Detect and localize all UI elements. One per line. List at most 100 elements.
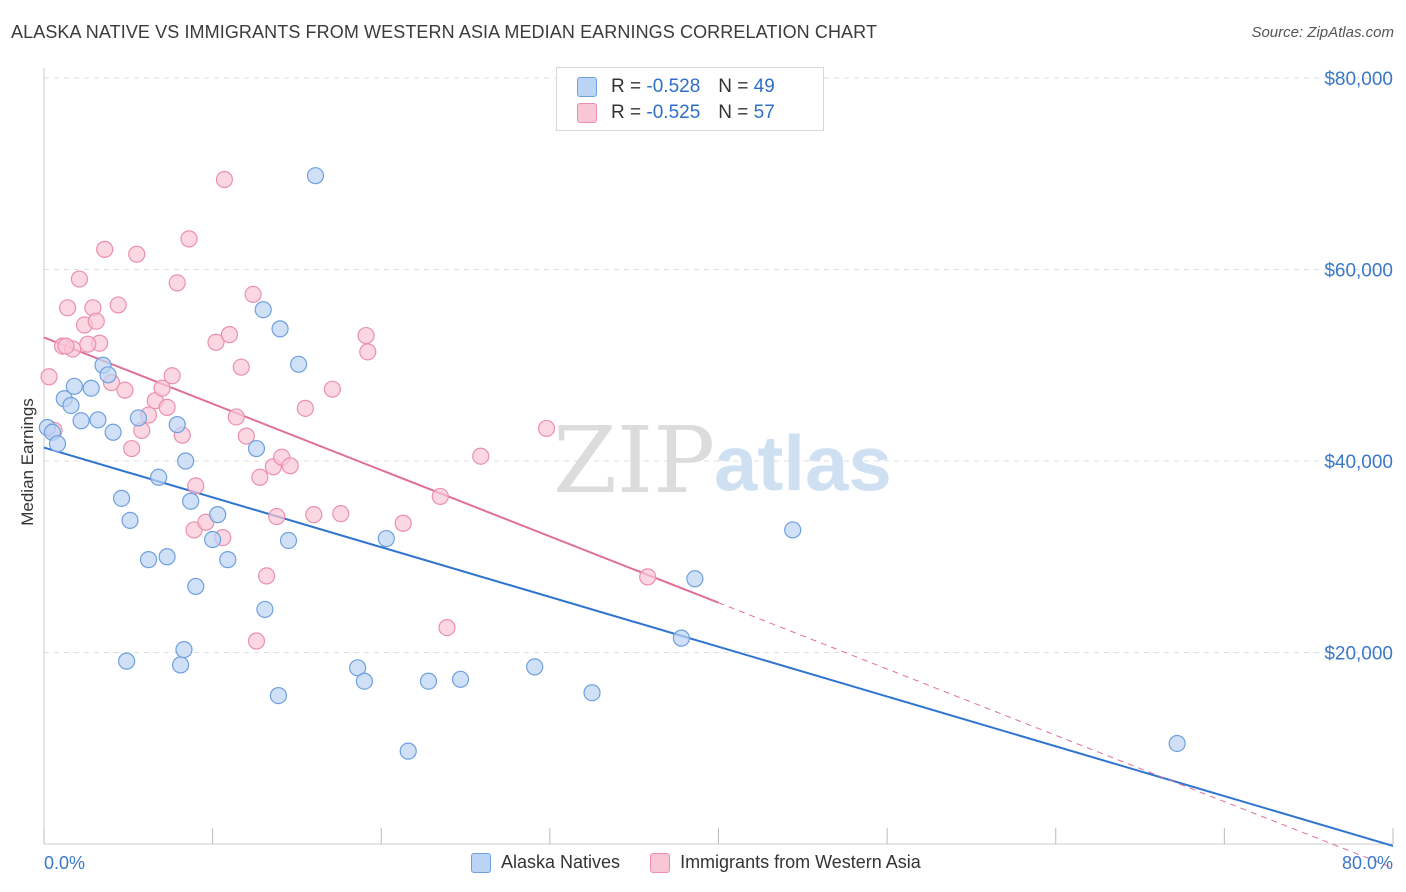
data-point-alaska-natives xyxy=(187,577,205,596)
data-point-alaska-natives xyxy=(271,320,289,338)
data-point-western-asia xyxy=(128,245,146,263)
data-point-alaska-natives xyxy=(112,489,131,507)
data-point-alaska-natives xyxy=(355,672,373,690)
data-point-alaska-natives xyxy=(168,416,186,434)
legend-item-western-asia: Immigrants from Western Asia xyxy=(650,852,921,873)
data-point-western-asia xyxy=(57,337,75,355)
data-point-alaska-natives xyxy=(118,652,136,670)
data-point-alaska-natives xyxy=(377,529,395,548)
data-point-western-asia xyxy=(323,380,341,398)
data-point-alaska-natives xyxy=(177,452,195,470)
data-point-western-asia xyxy=(357,326,375,345)
legend-r-value: -0.528 xyxy=(646,76,701,97)
data-point-western-asia xyxy=(537,419,556,438)
watermark-atlas: atlas xyxy=(714,419,892,507)
data-point-alaska-natives xyxy=(99,366,117,384)
data-point-alaska-natives xyxy=(48,435,67,453)
x-tick-label-max: 80.0% xyxy=(1342,853,1393,873)
legend-n-label: N = xyxy=(718,102,749,123)
data-point-western-asia xyxy=(59,299,77,317)
data-point-alaska-natives xyxy=(62,396,80,415)
data-point-western-asia xyxy=(215,170,234,189)
data-point-western-asia xyxy=(187,477,205,495)
data-point-alaska-natives xyxy=(290,355,308,373)
data-point-western-asia xyxy=(257,567,276,585)
data-point-alaska-natives xyxy=(175,641,193,659)
data-point-alaska-natives xyxy=(254,301,272,319)
data-point-western-asia xyxy=(116,381,134,399)
legend-n-value: 49 xyxy=(753,76,775,97)
data-point-western-asia xyxy=(207,333,225,351)
data-point-alaska-natives xyxy=(686,570,704,588)
x-tick-label-min: 0.0% xyxy=(44,853,85,873)
series-pink-points xyxy=(40,170,657,650)
data-point-alaska-natives xyxy=(182,492,200,510)
data-point-western-asia xyxy=(40,368,58,386)
data-point-alaska-natives xyxy=(583,684,601,702)
data-point-western-asia xyxy=(109,296,127,314)
legend-item-alaska-natives: Alaska Natives xyxy=(471,852,620,873)
data-point-alaska-natives xyxy=(219,551,237,569)
data-point-alaska-natives xyxy=(256,600,274,619)
legend-swatch-blue xyxy=(471,852,491,873)
data-point-alaska-natives xyxy=(672,629,691,647)
data-point-western-asia xyxy=(332,505,350,523)
data-point-western-asia xyxy=(163,367,181,385)
data-point-alaska-natives xyxy=(89,411,107,429)
legend-swatch-pink xyxy=(577,103,597,123)
data-point-western-asia xyxy=(232,358,250,376)
regression-lines xyxy=(43,336,1394,869)
legend-swatch-blue xyxy=(577,77,597,97)
data-point-western-asia xyxy=(158,398,176,416)
data-point-alaska-natives xyxy=(349,659,367,677)
watermark-zip: ZIP xyxy=(553,407,715,514)
data-point-alaska-natives xyxy=(72,412,90,430)
legend-label-alaska-natives: Alaska Natives xyxy=(501,852,621,872)
data-point-western-asia xyxy=(394,514,412,532)
data-point-western-asia xyxy=(70,270,89,288)
data-point-western-asia xyxy=(180,230,198,248)
data-point-alaska-natives xyxy=(204,530,222,549)
data-point-western-asia xyxy=(472,447,490,465)
source-label: Source: ZipAtlas.com xyxy=(1251,24,1394,41)
data-point-alaska-natives xyxy=(399,742,417,760)
data-point-alaska-natives xyxy=(104,423,122,441)
data-point-alaska-natives xyxy=(279,531,298,550)
data-point-western-asia xyxy=(87,312,105,330)
legend-row-western-asia: R = -0.525 N = 57 xyxy=(577,101,775,125)
data-point-alaska-natives xyxy=(65,377,83,395)
regression-line-alaska-natives xyxy=(43,446,1394,847)
watermark: ZIP atlas xyxy=(553,407,892,514)
data-point-western-asia xyxy=(96,240,114,258)
data-point-western-asia xyxy=(359,343,377,361)
data-point-western-asia xyxy=(639,568,657,586)
data-point-alaska-natives xyxy=(158,548,176,566)
legend-n-label: N = xyxy=(718,76,749,97)
axes xyxy=(43,68,1394,845)
legend-r-label: R = xyxy=(611,102,642,123)
data-point-alaska-natives xyxy=(247,439,266,458)
data-point-western-asia xyxy=(79,335,97,353)
data-point-alaska-natives xyxy=(150,468,168,486)
data-point-western-asia xyxy=(153,379,171,397)
legend-r-value: -0.525 xyxy=(646,102,701,123)
legend-row-alaska-natives: R = -0.528 N = 49 xyxy=(577,75,775,99)
legend-label-western-asia: Immigrants from Western Asia xyxy=(680,852,921,872)
data-point-alaska-natives xyxy=(526,658,544,676)
data-point-alaska-natives xyxy=(306,167,325,185)
data-point-western-asia xyxy=(431,487,449,506)
y-tick-label: $20,000 xyxy=(1324,644,1393,665)
regression-line-western-asia xyxy=(43,336,719,604)
legend-n-value: 57 xyxy=(753,102,775,123)
chart-title: ALASKA NATIVE VS IMMIGRANTS FROM WESTERN… xyxy=(11,22,878,42)
data-point-western-asia xyxy=(281,457,299,475)
data-point-western-asia xyxy=(268,507,286,526)
series-blue-points xyxy=(38,167,1186,760)
legend-swatch-pink xyxy=(650,852,671,873)
data-point-alaska-natives xyxy=(82,379,100,397)
data-point-alaska-natives xyxy=(209,506,227,524)
data-point-alaska-natives xyxy=(121,511,139,529)
data-point-alaska-natives xyxy=(171,656,190,674)
y-tick-label: $40,000 xyxy=(1324,452,1393,473)
